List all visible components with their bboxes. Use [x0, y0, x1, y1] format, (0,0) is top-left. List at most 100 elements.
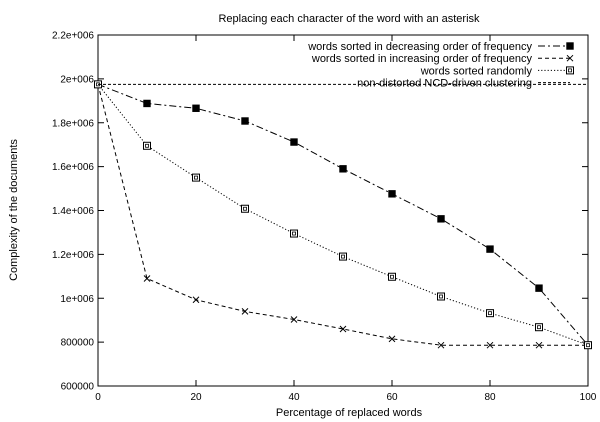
data-point-outer: [566, 66, 574, 75]
data-point-outer: [339, 252, 347, 261]
data-point: [241, 308, 249, 315]
data-point: [241, 204, 249, 213]
data-point: [241, 117, 249, 125]
data-point: [388, 190, 396, 198]
data-point-stroke: [241, 308, 249, 315]
data-point-inner: [568, 68, 572, 73]
series-line: [97, 84, 588, 346]
data-point-stroke: [486, 341, 494, 349]
y-tick-label: 1.8e+006: [52, 118, 94, 129]
data-point: [290, 138, 298, 146]
x-tick-label: 100: [580, 392, 597, 403]
data-point: [192, 173, 200, 182]
legend: words sorted in decreasing order of freq…: [307, 41, 574, 90]
series-2: [94, 81, 592, 349]
data-point: [388, 272, 396, 281]
data-point: [192, 296, 200, 304]
data-point: [143, 141, 151, 150]
data-point-inner: [586, 343, 590, 348]
x-axis: 0 20 40 60 80 100: [95, 35, 597, 403]
y-tick-label: 1.2e+006: [52, 250, 94, 261]
data-point-inner: [292, 231, 296, 236]
data-point: [566, 54, 574, 62]
data-point: [437, 341, 445, 349]
x-tick-label: 40: [288, 392, 300, 403]
data-point: [290, 316, 298, 323]
data-point-inner: [243, 206, 247, 211]
x-tick-label: 20: [190, 392, 202, 403]
legend-item: non-distorted NCD-driven clustering: [357, 78, 570, 90]
data-point-stroke: [339, 325, 347, 333]
series-3: [94, 80, 592, 350]
data-point: [566, 42, 574, 50]
data-point: [535, 341, 543, 349]
data-point: [143, 99, 151, 108]
legend-label: words sorted in decreasing order of freq…: [307, 41, 532, 53]
data-point-outer: [241, 204, 249, 213]
data-point: [535, 284, 543, 292]
x-tick-label: 0: [95, 392, 101, 403]
legend-label: non-distorted NCD-driven clustering: [357, 78, 532, 90]
data-point: [143, 275, 151, 282]
y-axis-title: Complexity of the documents: [8, 139, 20, 281]
data-point-inner: [390, 274, 394, 279]
y-tick-label: 800000: [61, 338, 95, 349]
data-point-inner: [488, 311, 492, 316]
legend-item: words sorted in increasing order of freq…: [311, 53, 574, 65]
data-point-outer: [486, 309, 494, 318]
data-point-outer: [388, 272, 396, 281]
data-point-stroke: [143, 275, 151, 282]
legend-label: words sorted in increasing order of freq…: [311, 53, 533, 65]
data-point-outer: [192, 173, 200, 182]
legend-label: words sorted randomly: [420, 65, 533, 77]
data-point-inner: [145, 143, 149, 148]
data-point-stroke: [437, 341, 445, 349]
data-point-stroke: [535, 341, 543, 349]
data-point-outer: [535, 323, 543, 332]
data-point: [486, 341, 494, 349]
data-point-outer: [437, 292, 445, 301]
data-point-inner: [341, 254, 345, 259]
chart-title: Replacing each character of the word wit…: [218, 13, 480, 25]
x-tick-label: 60: [386, 392, 398, 403]
data-point: [339, 165, 347, 173]
data-point-inner: [439, 294, 443, 299]
legend-item: words sorted in decreasing order of freq…: [307, 41, 574, 53]
series-line: [97, 83, 589, 346]
data-point-inner: [537, 325, 541, 330]
data-point: [486, 309, 494, 318]
y-tick-label: 1.4e+006: [52, 206, 94, 217]
data-point: [437, 215, 445, 223]
data-point-stroke: [566, 54, 574, 62]
data-point-outer: [584, 341, 592, 350]
y-axis: 600000 800000 1e+006 1.2e+006 1.4e+006 1.6e+0…: [52, 31, 588, 393]
data-point: [535, 323, 543, 332]
data-point: [339, 252, 347, 261]
series-group: [94, 80, 592, 350]
data-point-stroke: [192, 296, 200, 304]
x-axis-title: Percentage of replaced words: [276, 407, 423, 419]
data-point-outer: [143, 141, 151, 150]
series-1: [94, 80, 592, 349]
data-point: [192, 104, 200, 112]
data-point-inner: [194, 175, 198, 180]
y-tick-label: 1.6e+006: [52, 162, 94, 173]
data-point: [584, 341, 592, 350]
data-point: [566, 66, 574, 75]
series-line: [97, 84, 589, 346]
y-tick-label: 2.2e+006: [52, 31, 94, 42]
data-point: [388, 335, 396, 343]
data-point: [437, 292, 445, 301]
data-point: [339, 325, 347, 333]
data-point-outer: [290, 229, 298, 238]
x-tick-label: 80: [484, 392, 496, 403]
data-point-stroke: [388, 335, 396, 343]
y-tick-label: 1e+006: [60, 294, 94, 305]
data-point-stroke: [290, 316, 298, 323]
y-tick-label: 2e+006: [60, 74, 94, 85]
data-point: [486, 245, 494, 253]
y-tick-label: 600000: [61, 382, 95, 393]
data-point: [290, 229, 298, 238]
legend-item: words sorted randomly: [420, 65, 574, 77]
